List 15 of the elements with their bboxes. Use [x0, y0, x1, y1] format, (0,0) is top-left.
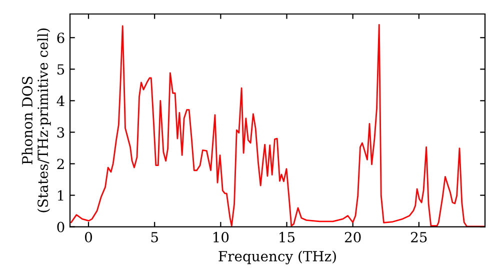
y-tick-label: 2	[57, 158, 64, 170]
x-tick-label: 20	[344, 232, 361, 242]
x-tick-label: 10	[214, 232, 229, 242]
x-tick-label: 15	[280, 232, 295, 242]
x-tick-label: 5	[151, 232, 158, 242]
y-tick-label: 6	[57, 32, 64, 44]
y-tick-label: 3	[57, 127, 64, 138]
x-axis-title: Frequency (THz)	[218, 250, 336, 264]
y-tick-label: 4	[56, 96, 64, 106]
y-axis-title: Phonon DOS (States/THz·primitive cell)	[22, 28, 51, 212]
y-tick-label: 0	[57, 222, 64, 232]
x-tick-label: 25	[411, 232, 427, 242]
y-tick-label: 5	[57, 64, 64, 75]
x-tick-label: 0	[85, 232, 92, 242]
y-tick-label: 1	[58, 190, 64, 201]
